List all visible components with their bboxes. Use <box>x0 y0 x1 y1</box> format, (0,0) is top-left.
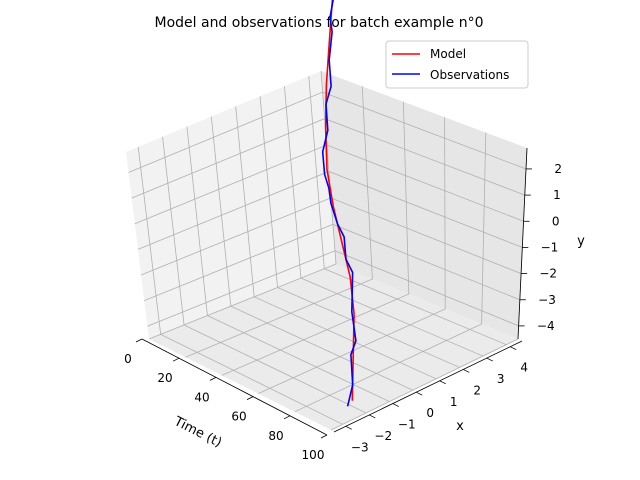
pane-left <box>126 71 336 339</box>
pane-floor <box>149 264 518 430</box>
axis-lines <box>141 147 528 436</box>
y-tick-label: −4 <box>537 319 555 333</box>
y-gridline <box>147 250 519 327</box>
x-tick-label: −2 <box>374 429 392 443</box>
legend-observations-label: Observations <box>430 68 509 82</box>
time-gridline <box>185 86 373 358</box>
time-tick-label: 80 <box>268 429 283 443</box>
x-tick <box>463 369 470 373</box>
x-tick <box>369 414 376 419</box>
x-tick <box>416 391 423 396</box>
time-tick-label: 0 <box>124 352 132 366</box>
time-tick-label: 100 <box>302 448 325 462</box>
x-gridline <box>235 106 437 380</box>
time-ticks: 0 20 40 60 80 100 <box>124 338 328 462</box>
x-gridline <box>259 96 460 368</box>
x-tick-label: 1 <box>450 395 458 409</box>
time-tick-label: 60 <box>231 410 246 424</box>
time-tick <box>283 415 291 420</box>
x-tick <box>439 380 446 385</box>
x-tick-label: −3 <box>351 440 369 454</box>
x-axis-label: x <box>456 419 464 434</box>
chart-title: Model and observations for batch example… <box>155 15 484 31</box>
x-tick-label: −1 <box>398 418 416 432</box>
x-tick-label: 3 <box>497 372 505 386</box>
time-tick-label: 40 <box>194 390 209 404</box>
time-gridline <box>221 101 410 376</box>
x-ticks: −3 −2 −1 0 1 2 3 4 <box>345 346 528 454</box>
y-tick-label: 2 <box>554 162 562 176</box>
series-layer <box>321 0 357 407</box>
time-tick-label: 20 <box>157 371 172 385</box>
y-tick-label: 1 <box>553 188 561 202</box>
y-tick-label: −1 <box>541 240 559 254</box>
x-gridline <box>284 86 484 357</box>
x-gridline <box>162 136 367 414</box>
y-tick-label: −3 <box>538 293 556 307</box>
legend: Model Observations <box>385 40 529 89</box>
x-tick <box>486 357 493 362</box>
y-tick-label: 0 <box>552 214 560 228</box>
y-tick-label: −2 <box>539 267 557 281</box>
time-tick <box>135 338 143 343</box>
x-gridline <box>308 76 507 346</box>
series-observations-line <box>321 0 357 407</box>
time-gridline <box>294 132 487 413</box>
y-axis-label: y <box>577 234 585 249</box>
time-tick <box>209 377 217 381</box>
y-gridline <box>144 223 520 301</box>
x-tick-label: 0 <box>426 406 434 420</box>
y-gridline <box>128 91 527 173</box>
y-gridline <box>131 118 525 199</box>
y-ticks: −4 −3 −2 −1 0 1 2 <box>518 162 562 333</box>
pane-right <box>321 71 527 339</box>
x-gridline <box>186 126 390 402</box>
x-tick-label: 4 <box>520 361 528 375</box>
time-tick <box>320 434 328 439</box>
x-tick-label: 2 <box>473 383 481 397</box>
x-tick <box>510 346 517 351</box>
x-tick <box>345 425 352 430</box>
legend-model-label: Model <box>430 47 466 61</box>
time-axis-label: Time (t) <box>171 414 224 451</box>
time-tick <box>246 396 254 400</box>
x-gridline <box>137 146 343 425</box>
time-gridline <box>258 117 446 394</box>
y-gridline <box>137 171 523 250</box>
x-tick <box>392 403 399 407</box>
time-tick <box>172 357 180 362</box>
